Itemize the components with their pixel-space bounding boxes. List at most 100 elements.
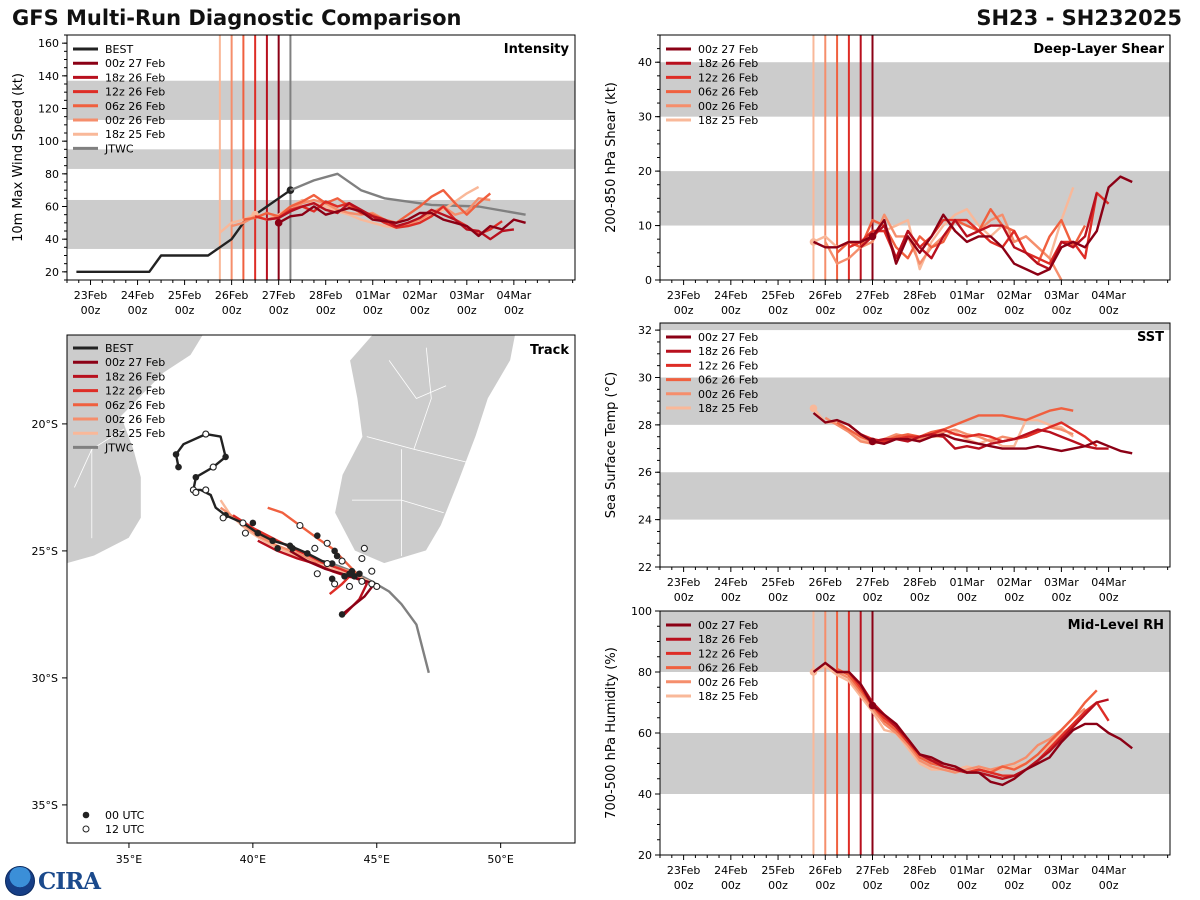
rh-legend-label: 06z 26 Feb	[698, 662, 758, 675]
sst-xtick-day: 03Mar	[1044, 576, 1079, 589]
shear-band	[660, 62, 1170, 117]
intensity-ytick-label: 40	[45, 233, 59, 246]
intensity-xtick-hour: 00z	[269, 304, 289, 317]
sst-ytick-label: 28	[638, 419, 652, 432]
sst-legend-label: 06z 26 Feb	[698, 374, 758, 387]
track-legend-label: BEST	[105, 342, 133, 355]
land-group	[67, 335, 517, 565]
track-marker-12utc	[331, 580, 339, 588]
track-marker-00utc	[341, 573, 348, 580]
sst-xtick-hour: 00z	[721, 591, 741, 604]
shear-xtick-hour: 00z	[863, 304, 883, 317]
track-marker-00utc	[269, 537, 276, 545]
sst-ylabel: Sea Surface Temp (°C)	[604, 372, 619, 519]
rh-xtick-hour: 00z	[1004, 879, 1024, 892]
shear-xtick-day: 28Feb	[903, 289, 936, 302]
shear-xtick-hour: 00z	[815, 304, 835, 317]
sst-xtick-hour: 00z	[1051, 591, 1071, 604]
track-legend-label: 18z 26 Feb	[105, 370, 165, 383]
track-marker-00utc	[304, 550, 311, 557]
rh-xtick-hour: 00z	[957, 879, 977, 892]
shear-series-line	[813, 175, 1133, 276]
sst-xtick-hour: 00z	[815, 591, 835, 604]
track-marker-12utc	[296, 521, 304, 530]
shear-series-group	[809, 175, 1133, 280]
sst-ytick-label: 22	[638, 561, 652, 574]
track-marker-00utc	[274, 545, 281, 552]
intensity-series-line	[278, 205, 526, 238]
shear-xtick-hour: 00z	[1099, 304, 1119, 317]
shear-xtick-day: 01Mar	[950, 289, 985, 302]
shear-xtick-day: 25Feb	[761, 289, 794, 302]
track-marker-12utc	[219, 514, 227, 522]
page-title: GFS Multi-Run Diagnostic Comparison	[12, 6, 462, 30]
sst-legend-label: 00z 27 Feb	[698, 331, 758, 344]
track-legend-label: 18z 25 Feb	[105, 427, 165, 440]
track-marker-12utc	[323, 539, 331, 547]
intensity-ylabel: 10m Max Wind Speed (kt)	[11, 73, 26, 242]
track-marker-12utc	[239, 519, 247, 527]
rh-ytick-label: 40	[638, 788, 652, 801]
shear-panel: 0 10 20 30 40 23Feb 00z 24Feb 00z 25Feb 00z 26Feb 00…	[604, 34, 1171, 317]
intensity-xtick-hour: 00z	[222, 304, 242, 317]
sst-ytick-label: 32	[638, 324, 652, 337]
rh-xtick-day: 04Mar	[1091, 864, 1126, 877]
rh-series-line	[812, 661, 1133, 787]
shear-ytick-label: 0	[645, 274, 652, 287]
track-marker-00utc	[338, 611, 346, 618]
track-marker-12utc	[345, 582, 354, 591]
marker-legend-00	[82, 811, 90, 819]
intensity-legend-label: 00z 26 Feb	[105, 114, 165, 127]
track-marker-00utc	[254, 529, 262, 537]
shear-xtick-day: 02Mar	[997, 289, 1032, 302]
sst-panel: 22 24 26 28 30 32 23Feb 00z 24Feb 00z 25Feb 00z 26Fe…	[604, 322, 1171, 604]
track-marker-00utc	[172, 451, 180, 458]
shear-legend-label: 00z 27 Feb	[698, 43, 758, 56]
shear-xtick-day: 24Feb	[714, 289, 747, 302]
intensity-xtick-day: 26Feb	[215, 289, 248, 302]
intensity-xtick-hour: 00z	[504, 304, 524, 317]
rh-xtick-day: 28Feb	[903, 864, 936, 877]
intensity-xtick-day: 04Mar	[496, 289, 531, 302]
track-marker-00utc	[331, 547, 338, 555]
intensity-legend-label: 18z 25 Feb	[105, 128, 165, 141]
track-marker-12utc	[192, 488, 200, 497]
sst-band	[660, 377, 1170, 425]
track-xtick-label: 40°E	[240, 853, 266, 866]
rh-xtick-hour: 00z	[721, 879, 741, 892]
shear-init-marker	[868, 232, 877, 241]
intensity-xtick-hour: 00z	[363, 304, 383, 317]
intensity-ytick-label: 140	[38, 70, 59, 83]
track-marker-00utc	[328, 560, 336, 567]
rh-ytick-label: 100	[631, 605, 652, 618]
marker-legend-12	[82, 825, 90, 833]
intensity-xtick-day: 02Mar	[402, 289, 437, 302]
intensity-xtick-day: 24Feb	[121, 289, 154, 302]
track-xtick-label: 45°E	[364, 853, 390, 866]
intensity-xtick-hour: 00z	[128, 304, 148, 317]
rh-xtick-hour: 00z	[1051, 879, 1071, 892]
logo: CIRA	[5, 866, 101, 896]
track-legend-label: 00z 27 Feb	[105, 356, 165, 369]
intensity-xtick-hour: 00z	[410, 304, 430, 317]
sst-xtick-hour: 00z	[1004, 591, 1024, 604]
sst-xtick-day: 23Feb	[667, 576, 700, 589]
sst-xtick-day: 01Mar	[950, 576, 985, 589]
rh-xtick-day: 25Feb	[761, 864, 794, 877]
track-ytick-label: 20°S	[32, 418, 58, 431]
track-marker-12utc	[373, 582, 381, 591]
track-ytick-label: 30°S	[32, 672, 58, 685]
mozambique-land	[67, 335, 204, 565]
track-marker-12utc	[311, 544, 319, 552]
intensity-ytick-label: 120	[38, 103, 59, 116]
intensity-xtick-day: 23Feb	[74, 289, 107, 302]
rh-xtick-day: 23Feb	[667, 864, 700, 877]
rh-band	[660, 611, 1170, 672]
track-xtick-label: 35°E	[116, 853, 142, 866]
shear-xtick-day: 27Feb	[856, 289, 889, 302]
sst-ytick-label: 26	[638, 466, 652, 479]
rh-legend-label: 00z 27 Feb	[698, 619, 758, 632]
rh-xtick-day: 02Mar	[997, 864, 1032, 877]
track-line	[289, 549, 376, 616]
cira-logo: CIRA	[38, 867, 101, 895]
